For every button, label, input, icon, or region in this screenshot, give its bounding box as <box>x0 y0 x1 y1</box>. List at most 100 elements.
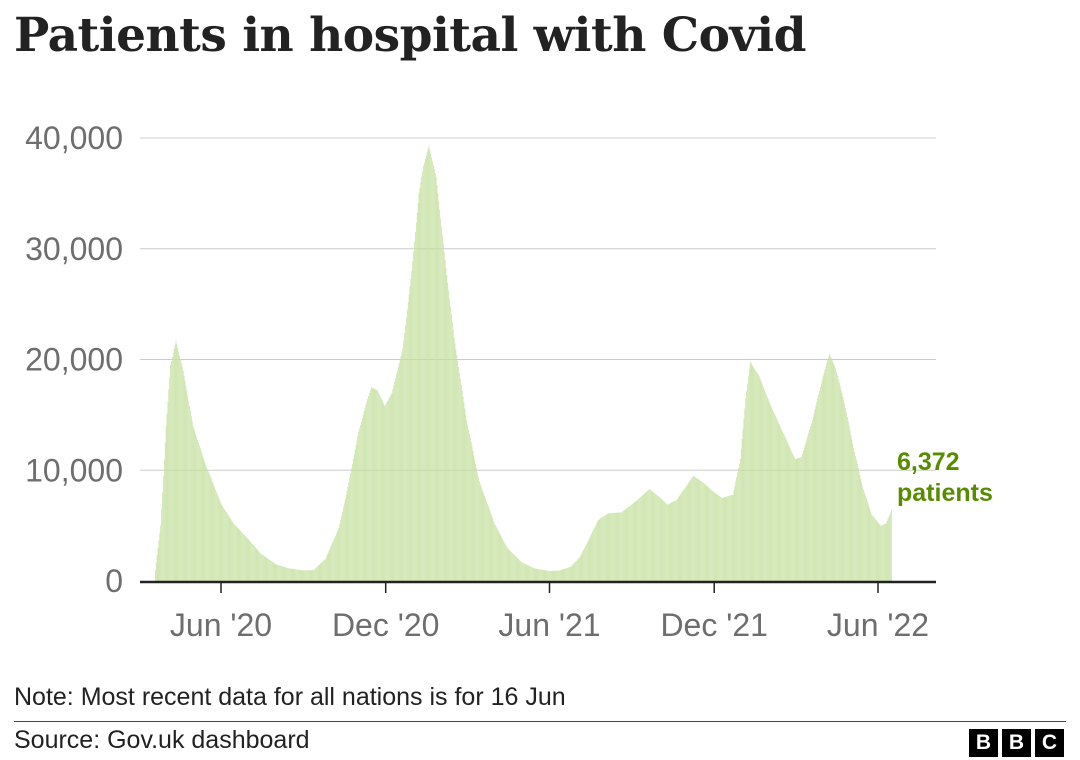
bar <box>288 568 289 581</box>
bar <box>839 386 841 581</box>
bar <box>349 477 351 581</box>
bar <box>509 550 511 581</box>
bar <box>761 383 763 581</box>
bar <box>388 397 390 581</box>
bar <box>409 286 411 581</box>
bar <box>453 337 455 581</box>
bar <box>699 480 701 581</box>
bar <box>664 502 666 581</box>
bar <box>533 568 535 581</box>
bar <box>706 485 708 581</box>
bar <box>426 152 428 581</box>
bar <box>334 536 336 581</box>
bar <box>247 538 249 581</box>
bar <box>397 370 398 581</box>
bar <box>877 522 879 581</box>
bar <box>791 451 792 581</box>
bar <box>614 512 616 581</box>
bar <box>228 516 230 581</box>
bar <box>649 489 650 581</box>
bar <box>890 512 891 581</box>
bar <box>390 394 392 581</box>
bar <box>526 564 528 581</box>
bar <box>472 450 474 581</box>
bar <box>185 385 187 581</box>
bar <box>192 425 194 581</box>
bar <box>776 419 778 581</box>
y-tick-label: 40,000 <box>25 120 123 156</box>
bar <box>658 496 659 581</box>
bar <box>532 567 534 581</box>
bar <box>351 468 352 581</box>
bar <box>367 398 369 581</box>
x-tick-label: Dec '21 <box>660 607 768 643</box>
bar <box>865 495 866 581</box>
bar <box>800 457 801 581</box>
bar <box>709 488 711 581</box>
bar <box>199 448 201 581</box>
bar <box>713 492 715 581</box>
bar <box>563 568 565 581</box>
bar <box>655 494 657 581</box>
bar <box>205 464 207 581</box>
bar <box>445 267 447 581</box>
bar <box>496 528 498 581</box>
bar <box>155 562 157 581</box>
bar <box>298 569 300 581</box>
bar <box>382 402 384 581</box>
bar <box>695 477 697 581</box>
bar <box>410 278 412 581</box>
bar <box>170 365 171 581</box>
bar <box>400 355 402 581</box>
bar <box>810 426 811 581</box>
bar <box>486 501 487 581</box>
bar <box>554 570 556 581</box>
bar <box>365 404 367 581</box>
bar <box>246 537 248 581</box>
bar <box>606 514 608 581</box>
bar <box>176 344 178 581</box>
bar <box>523 563 524 581</box>
bar <box>398 363 400 581</box>
bar <box>660 498 662 581</box>
bar <box>682 491 684 581</box>
bar <box>342 511 343 581</box>
bar <box>415 222 417 581</box>
bar <box>637 499 639 581</box>
bar <box>505 546 507 581</box>
bar <box>757 373 758 581</box>
bar <box>502 539 504 581</box>
bar <box>798 457 800 581</box>
bar <box>582 551 584 581</box>
bar <box>684 488 685 581</box>
y-tick-label: 0 <box>105 563 123 599</box>
bar <box>665 502 666 581</box>
bar <box>370 387 372 581</box>
bar <box>631 504 632 581</box>
bar <box>204 461 206 581</box>
bar <box>683 489 684 581</box>
x-tick-label: Dec '20 <box>332 607 440 643</box>
bar <box>846 412 847 581</box>
bar <box>608 513 610 581</box>
bar <box>535 568 537 581</box>
bar <box>575 561 576 581</box>
x-tick-label: Jun '20 <box>170 607 272 643</box>
bar <box>258 551 260 581</box>
latest-value-label: 6,372 <box>897 448 960 476</box>
bar <box>279 565 280 581</box>
x-tick-label: Jun '22 <box>827 607 929 643</box>
bar <box>286 567 288 581</box>
bar <box>182 370 184 581</box>
bar <box>725 496 727 581</box>
bar <box>227 514 229 581</box>
bar <box>473 455 475 581</box>
bar <box>361 421 362 581</box>
bar <box>648 489 649 581</box>
bar <box>439 209 441 582</box>
bar <box>464 408 466 581</box>
bar <box>700 480 702 581</box>
bar <box>266 557 268 581</box>
bar <box>598 519 600 581</box>
bar <box>224 509 225 581</box>
